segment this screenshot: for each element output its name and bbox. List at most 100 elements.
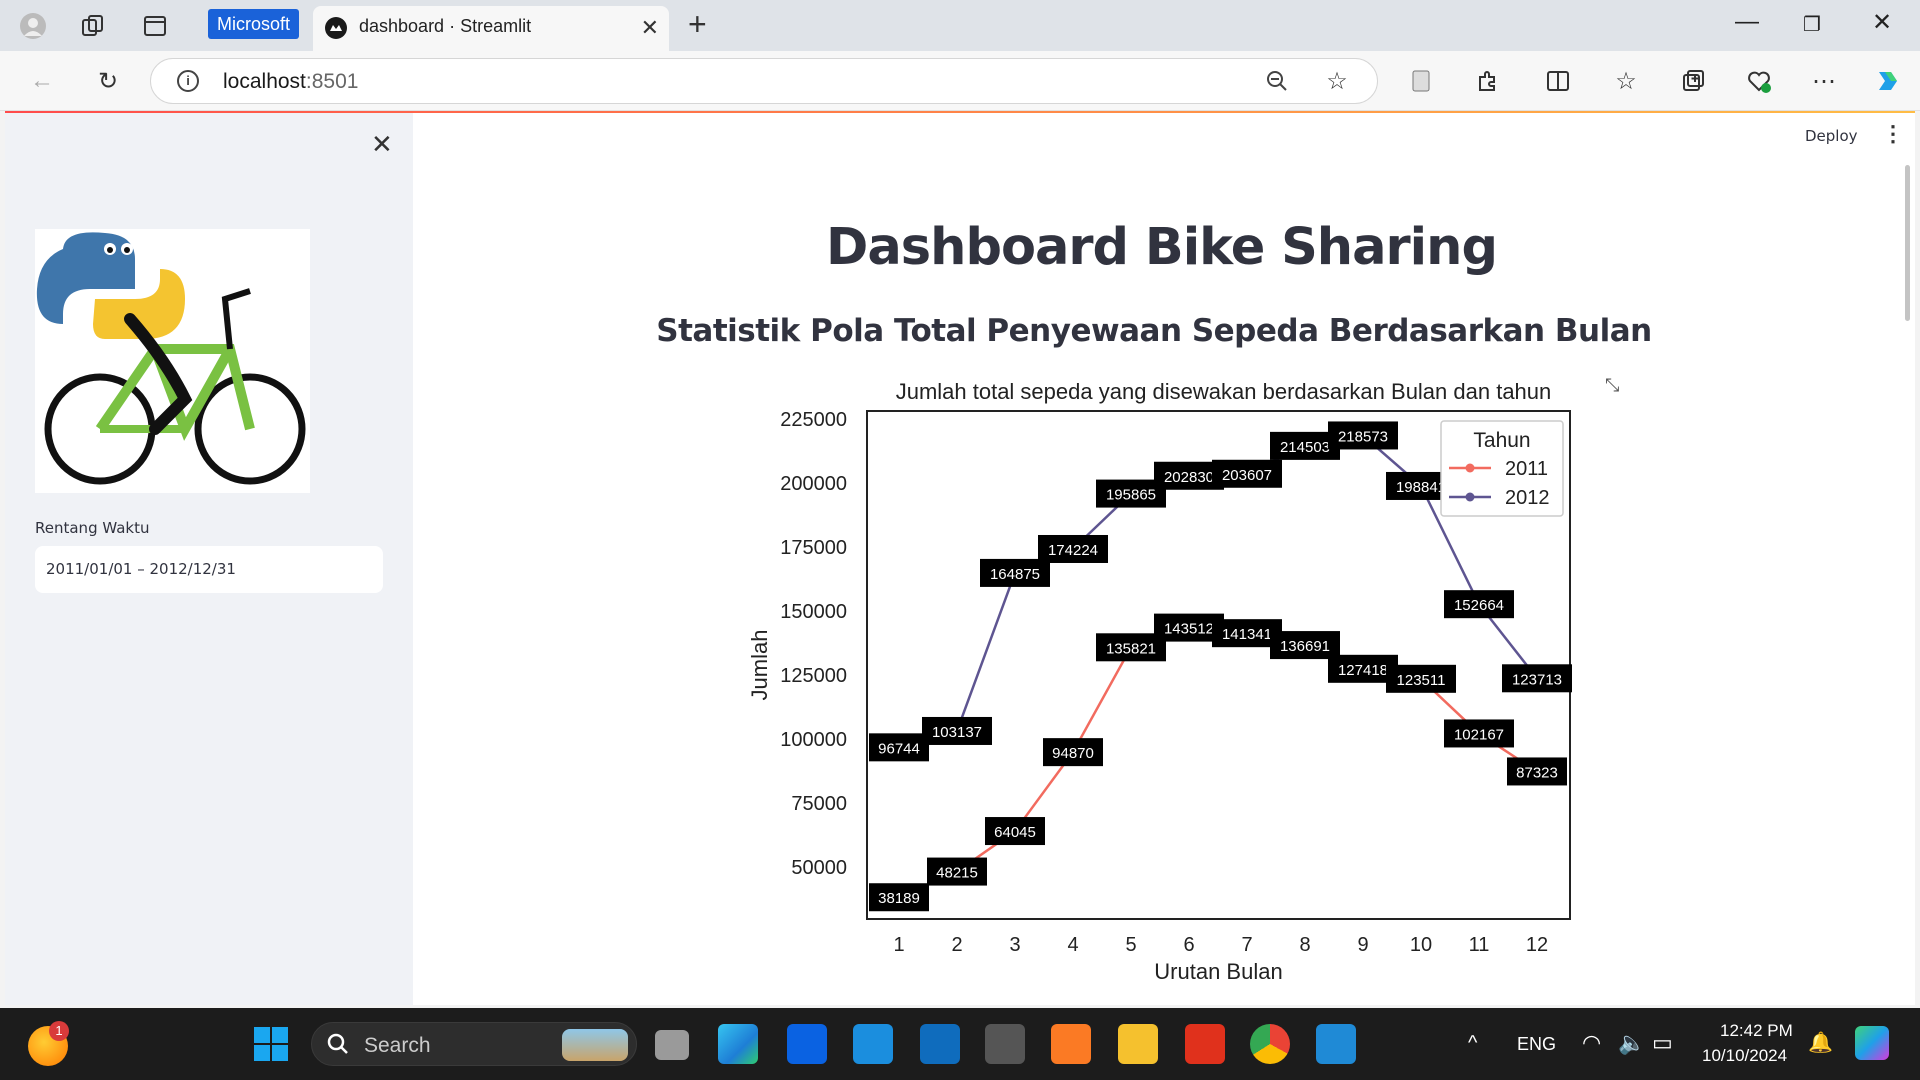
xampp-icon[interactable]	[1051, 1024, 1091, 1064]
browser-titlebar: Microsoft dashboard · Streamlit ✕ + — ❐ …	[0, 0, 1920, 51]
myhp-icon[interactable]	[853, 1024, 893, 1064]
data-label-box	[869, 733, 929, 762]
data-label: 135821	[1106, 640, 1156, 657]
data-label-box	[985, 817, 1045, 846]
data-label: 123713	[1512, 671, 1562, 688]
legend-title: Tahun	[1473, 429, 1530, 452]
data-label-box	[927, 857, 987, 886]
date-range-label: Rentang Waktu	[35, 519, 150, 537]
notifications-bell-icon[interactable]: 🔔	[1808, 1032, 1833, 1054]
data-label-box	[922, 716, 992, 745]
data-label: 218573	[1338, 428, 1388, 445]
settings-more-icon[interactable]: ⋯	[1812, 67, 1836, 95]
profile-icon[interactable]	[16, 9, 50, 43]
collections-icon[interactable]	[1677, 65, 1709, 97]
back-icon[interactable]: ←	[30, 67, 54, 94]
task-view-icon[interactable]	[655, 1030, 689, 1060]
favorites-icon[interactable]: ☆	[1615, 67, 1637, 95]
data-label: 87323	[1516, 764, 1558, 781]
file-explorer-icon[interactable]	[1118, 1024, 1158, 1064]
fullscreen-expand-icon[interactable]: ⤡	[1605, 375, 1620, 395]
volume-icon[interactable]: 🔈	[1618, 1030, 1646, 1055]
tab-dashboard[interactable]: dashboard · Streamlit ✕	[313, 6, 669, 51]
streamlit-favicon-icon	[325, 17, 347, 39]
restore-icon[interactable]: ❐	[1803, 14, 1821, 36]
y-tick-label: 125000	[780, 665, 847, 687]
data-label-box	[869, 883, 929, 912]
y-tick-label: 50000	[791, 857, 847, 879]
y-tick-label: 75000	[791, 793, 847, 815]
data-label: 123511	[1397, 672, 1446, 689]
y-tick-label: 225000	[780, 409, 847, 431]
x-tick-label: 9	[1357, 934, 1368, 956]
clock-time[interactable]: 12:42 PM	[1720, 1021, 1793, 1040]
clock-date[interactable]: 10/10/2024	[1702, 1046, 1788, 1065]
search-placeholder: Search	[364, 1034, 431, 1057]
copilot-taskbar-icon[interactable]	[1855, 1026, 1889, 1060]
workspaces-icon[interactable]	[76, 9, 110, 43]
site-info-icon[interactable]: i	[177, 70, 199, 92]
x-axis-label: Urutan Bulan	[1154, 959, 1282, 984]
copilot-icon[interactable]	[1872, 65, 1904, 97]
data-label-box	[980, 558, 1050, 587]
legend-entry: 2012	[1505, 487, 1550, 509]
sidebar-close-icon[interactable]: ✕	[371, 129, 393, 159]
window-close-icon[interactable]: ✕	[1872, 9, 1893, 36]
start-icon[interactable]	[253, 1026, 289, 1067]
x-tick-label: 10	[1410, 934, 1432, 956]
data-label-box	[1502, 664, 1572, 693]
dropbox-icon[interactable]	[787, 1024, 827, 1064]
reload-icon[interactable]: ↻	[97, 67, 119, 95]
data-label-box	[1038, 534, 1108, 563]
wifi-icon[interactable]: ◠	[1582, 1030, 1602, 1055]
new-tab-icon[interactable]: +	[688, 6, 707, 42]
taskbar-search[interactable]: Search	[311, 1022, 637, 1066]
wps-office-icon[interactable]	[1185, 1024, 1225, 1064]
y-tick-label: 100000	[780, 729, 847, 751]
x-tick-label: 8	[1299, 934, 1310, 956]
battery-icon[interactable]: ▭	[1652, 1030, 1673, 1055]
streamlit-page: ✕ Rentang Waktu 2011/01/01 – 2012/12/31 …	[5, 111, 1915, 1005]
split-screen-icon[interactable]	[1542, 65, 1574, 97]
language-indicator[interactable]: ENG	[1517, 1034, 1557, 1054]
data-label: 198841	[1396, 479, 1446, 496]
tab-close-icon[interactable]: ✕	[640, 15, 659, 40]
date-range-input[interactable]: 2011/01/01 – 2012/12/31	[35, 546, 383, 593]
vscode-icon[interactable]	[1316, 1024, 1356, 1064]
chrome-icon[interactable]	[1250, 1024, 1290, 1064]
show-hidden-icons[interactable]: ^	[1468, 1032, 1478, 1054]
x-tick-label: 3	[1009, 934, 1020, 956]
page-scrollbar[interactable]	[1905, 165, 1910, 321]
data-label: 64045	[994, 824, 1036, 841]
camera-icon[interactable]	[985, 1024, 1025, 1064]
browser-essentials-icon[interactable]	[1743, 65, 1775, 97]
legend-swatch-marker	[1465, 492, 1475, 502]
url-text[interactable]: localhost:8501	[223, 70, 359, 93]
edge-taskbar-icon[interactable]	[718, 1024, 758, 1064]
reader-icon[interactable]	[1405, 65, 1437, 97]
microsoft-tab-badge[interactable]: Microsoft	[208, 9, 300, 39]
deploy-button[interactable]: Deploy	[1805, 127, 1858, 145]
x-tick-label: 2	[951, 934, 962, 956]
x-tick-label: 6	[1183, 934, 1194, 956]
data-label: 202830	[1164, 469, 1214, 486]
data-label: 38189	[878, 890, 920, 907]
line-chart: Jumlah total sepeda yang disewakan berda…	[747, 379, 1572, 984]
address-bar[interactable]: i localhost:8501 ☆	[150, 58, 1378, 104]
chart-title: Jumlah total sepeda yang disewakan berda…	[896, 379, 1552, 404]
legend-swatch-marker	[1465, 463, 1475, 473]
data-label: 141341	[1222, 626, 1272, 643]
data-label: 195865	[1106, 487, 1156, 504]
data-label: 127418	[1338, 662, 1388, 679]
data-label: 94870	[1052, 745, 1094, 762]
extensions-icon[interactable]	[1472, 65, 1504, 97]
data-label-box	[1270, 631, 1340, 660]
y-axis-label: Jumlah	[747, 630, 772, 701]
outlook-icon[interactable]	[920, 1024, 960, 1064]
main-menu-icon[interactable]: ⋮	[1882, 121, 1904, 146]
minimize-icon[interactable]: —	[1735, 8, 1759, 35]
tab-actions-icon[interactable]	[138, 9, 172, 43]
favorite-star-icon[interactable]: ☆	[1326, 67, 1348, 95]
zoom-out-icon[interactable]	[1261, 65, 1293, 97]
y-tick-label: 200000	[780, 473, 847, 495]
